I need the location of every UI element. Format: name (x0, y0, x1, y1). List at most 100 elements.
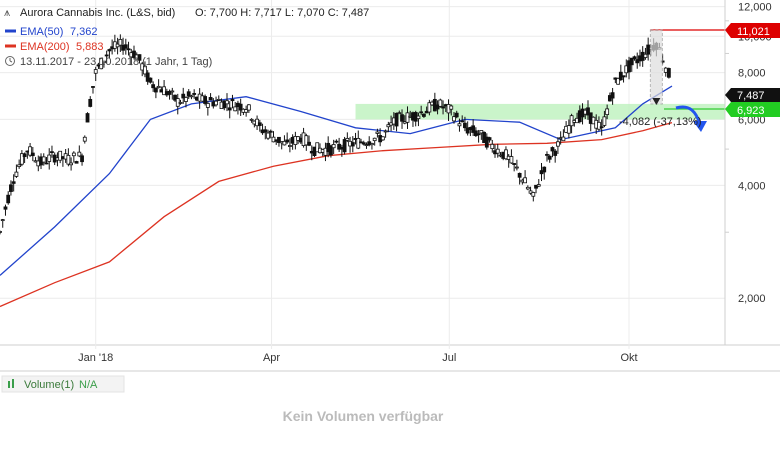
candle-body (6, 194, 11, 204)
candle-body (602, 116, 607, 126)
candle-body (173, 94, 177, 101)
candle-body (566, 125, 571, 134)
volume-value: N/A (79, 379, 98, 391)
candle-body (77, 151, 82, 157)
ema200-label: EMA(200) (20, 41, 70, 53)
svg-text:6,923: 6,923 (737, 105, 765, 117)
x-tick-label: Jan '18 (78, 352, 113, 364)
candle-body (74, 161, 79, 164)
candle-body (123, 44, 128, 49)
volume-panel: Volume(1) N/A Kein Volumen verfügbar (0, 370, 780, 460)
candle-body (205, 103, 210, 108)
ema200-value: 5,883 (76, 41, 104, 53)
candle-body (192, 93, 197, 95)
price-candles (0, 34, 671, 235)
instrument-name: Aurora Cannabis Inc. (L&S, bid) (20, 7, 175, 19)
candle-body (249, 118, 254, 121)
candle-body (50, 151, 54, 154)
candle-body (422, 113, 426, 117)
candle-body (85, 113, 90, 123)
candle-body (145, 72, 150, 82)
candle-body (189, 95, 194, 98)
candle-body (58, 150, 63, 161)
candle-body (509, 156, 514, 164)
candle-body (315, 142, 320, 153)
candle-body (167, 90, 172, 95)
candle-body (400, 114, 404, 122)
candle-body (553, 150, 558, 156)
candle-body (465, 127, 470, 134)
candle-body (449, 105, 454, 110)
ema50-label: EMA(50) (20, 26, 63, 38)
candle-body (102, 60, 106, 64)
candle-body (457, 123, 462, 127)
candle-body (375, 131, 380, 134)
y-tick-label: 4,000 (738, 180, 766, 192)
candle-body (22, 153, 27, 158)
candle-body (473, 130, 478, 137)
candle-body (484, 136, 489, 148)
candle-body (629, 57, 634, 66)
ema50-line (0, 85, 673, 276)
candle-body (514, 166, 519, 169)
candle-body (547, 155, 552, 160)
candle-body (230, 99, 235, 102)
candle-body (610, 92, 615, 99)
candle-body (463, 122, 467, 129)
candle-body (663, 67, 668, 73)
candle-body (30, 152, 35, 157)
candle-body (536, 184, 541, 187)
candle-body (41, 156, 46, 163)
candle-body (69, 162, 74, 166)
candle-body (586, 107, 590, 116)
candle-body (263, 129, 268, 133)
candle-body (605, 108, 610, 116)
candle-body (632, 56, 637, 60)
chart-type-icon: ⩚ (4, 7, 10, 19)
candle-body (19, 153, 24, 165)
candle-body (170, 90, 175, 93)
candle-body (525, 186, 530, 190)
change-annotation: -4,082 (-37,13%) (619, 105, 707, 132)
candle-body (356, 137, 361, 149)
date-range: 13.11.2017 - 23.10.2018 (1 Jahr, 1 Tag) (20, 56, 212, 68)
candle-body (531, 192, 536, 197)
candle-body (17, 164, 22, 167)
candle-body (370, 143, 374, 146)
candle-body (11, 181, 16, 184)
candle-body (118, 39, 123, 46)
candle-body (476, 133, 481, 136)
ema200-line (0, 121, 673, 308)
candle-body (380, 136, 385, 141)
candle-body (334, 140, 339, 143)
x-axis: Jan '18 Apr Jul Okt (78, 352, 637, 364)
candle-body (337, 143, 342, 150)
candle-body (107, 49, 112, 52)
candle-body (186, 91, 191, 97)
candle-body (597, 121, 601, 130)
candle-body (3, 206, 8, 210)
candle-body (394, 112, 399, 127)
y-tick-label: 8,000 (738, 68, 766, 80)
chart-legend: ⩚ Aurora Cannabis Inc. (L&S, bid) O: 7,7… (4, 7, 369, 68)
candle-body (435, 104, 440, 110)
price-tag-support: 6,923 (725, 102, 780, 117)
ohlc-values: O: 7,700 H: 7,717 L: 7,070 C: 7,487 (195, 7, 369, 19)
candle-body (416, 115, 421, 119)
candle-body (66, 154, 71, 165)
candle-body (99, 57, 104, 70)
candle-body (512, 163, 517, 165)
candle-body (397, 112, 402, 115)
candle-body (208, 97, 213, 101)
candle-body (460, 120, 465, 123)
candle-body (331, 144, 336, 149)
candle-body (304, 135, 309, 146)
candle-body (454, 112, 459, 118)
candle-body (82, 136, 87, 142)
candle-body (599, 126, 604, 129)
candle-body (438, 99, 443, 107)
candle-body (162, 86, 166, 96)
candle-body (277, 136, 281, 143)
candle-body (244, 109, 249, 113)
candle-body (268, 130, 273, 133)
